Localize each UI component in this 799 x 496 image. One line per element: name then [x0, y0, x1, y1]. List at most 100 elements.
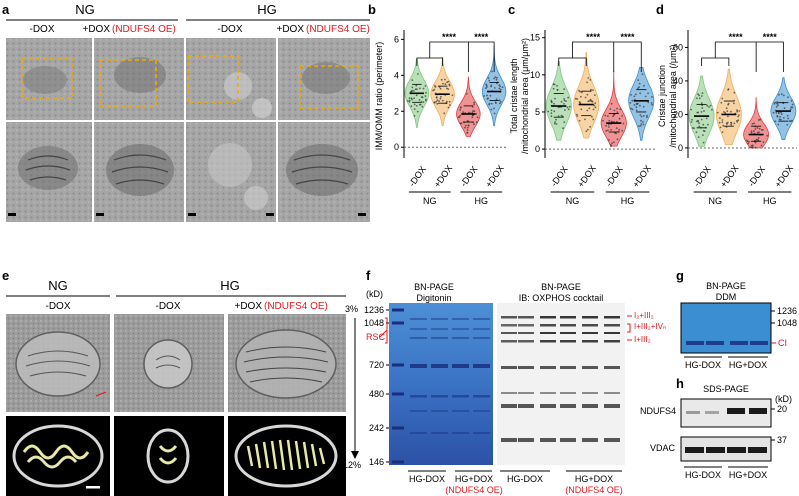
oe-tag-f2: (NDUFS4 OE) — [565, 485, 623, 495]
h-marker-1: 20 — [777, 404, 787, 414]
x-tick-label: -DOX — [458, 164, 479, 188]
violin-4 — [770, 77, 797, 141]
cond-label-3: +DOX — [234, 301, 262, 312]
render-ng-ndox — [6, 416, 110, 496]
significance-label: **** — [763, 32, 778, 42]
marker-label: 1048 — [364, 318, 384, 328]
x-tick-label: -DOX — [604, 164, 625, 188]
panel-letter-f: f — [366, 268, 371, 283]
y-tick-label: 15 — [530, 33, 540, 43]
panel-letter-a: a — [2, 2, 10, 17]
y-tick-label: 0 — [678, 143, 683, 153]
significance-bracket-1 — [416, 41, 469, 72]
y-axis-label: Total cristae length — [509, 58, 519, 133]
y-tick-label: 0 — [535, 144, 540, 154]
y-axis-label-2: /mitochondrial area (/μm²) — [668, 44, 678, 147]
x-tick-label: +DOX — [631, 163, 653, 189]
g-marker-2: 1048 — [777, 318, 797, 328]
significance-label: **** — [442, 32, 457, 42]
zoom-box-1 — [21, 57, 73, 99]
scale-bar — [266, 213, 274, 216]
oe-tag-f1: (NDUFS4 OE) — [445, 485, 503, 495]
panel-letter-g: g — [676, 268, 684, 283]
kd-unit: (kD) — [366, 289, 383, 299]
gel-right-title-2: IB: OXPHOS cocktail — [519, 293, 604, 303]
y-tick-label: 0 — [394, 142, 399, 152]
significance-bracket-1 — [558, 41, 615, 72]
group-label: NG — [709, 196, 723, 206]
y-tick-label: 5 — [535, 107, 540, 117]
violin-1 — [545, 61, 572, 141]
render-hg-pdox — [228, 416, 346, 496]
gel-right-title-1: BN-PAGE — [541, 282, 581, 292]
gel-markers: 1236 1048 720 480 242 146 — [364, 305, 389, 467]
panel-f: f BN-PAGE Digitonin BN-PAGE IB: OXPHOS c… — [343, 268, 666, 495]
group-label: HG — [475, 196, 489, 206]
violin-3 — [456, 76, 481, 137]
marker-label: 146 — [369, 457, 384, 467]
violin-3 — [743, 97, 769, 149]
panel-letter-b: b — [368, 2, 376, 17]
complex-label-3: I+III₂ — [634, 335, 651, 344]
panel-a: a NG HG -DOX +DOX (NDUFS4 OE) -DOX +DOX … — [2, 2, 370, 222]
row-label-vdac: VDAC — [650, 443, 676, 453]
coomassie-bands — [392, 308, 490, 464]
row-label-ndufs4: NDUFS4 — [640, 406, 676, 416]
y-tick-label: 60 — [673, 42, 683, 52]
cond-label-1: -DOX — [30, 24, 55, 35]
marker-label: 242 — [369, 423, 384, 433]
significance-label: **** — [620, 32, 635, 42]
ci-label: CI — [778, 338, 787, 348]
y-tick-label: 4 — [394, 70, 399, 80]
h-marker-2: 37 — [777, 435, 787, 445]
g-marker-1: 1236 — [777, 306, 797, 316]
oe-tag-a2: (NDUFS4 OE) — [306, 24, 370, 35]
gradient-arrow-head — [351, 451, 359, 459]
gel-g-title-1: BN-PAGE — [706, 281, 746, 291]
cond-label-2: -DOX — [156, 301, 181, 312]
violin-3 — [600, 70, 627, 147]
y-tick-label: 40 — [673, 76, 683, 86]
y-axis-label: IMM/OMM ratio (perimeter) — [374, 42, 384, 151]
violin-chart-c: c 0 5 10 15 Total cristae length/mitochondria… — [508, 2, 655, 206]
lane-label-3: HG-DOX — [507, 474, 543, 484]
x-tick-label: +DOX — [718, 163, 740, 189]
group-ng-label: NG — [75, 2, 95, 17]
group-hg-label: HG — [220, 278, 240, 293]
violin-2 — [430, 57, 455, 127]
cond-label-2: +DOX — [82, 24, 110, 35]
group-hg-label: HG — [257, 2, 277, 17]
immunoblot-bands — [501, 316, 620, 442]
violin-points-4 — [629, 73, 653, 127]
violin-points-1 — [690, 92, 713, 144]
y-tick-label: 6 — [394, 34, 399, 44]
violin-points-4 — [483, 70, 504, 115]
h-kd-unit: (kD) — [775, 394, 792, 404]
marker-label: 1236 — [364, 305, 384, 315]
scale-bar — [86, 486, 100, 489]
panel-h: h SDS-PAGE (kD) NDUFS4 VDAC 20 37 HG-DOX… — [640, 376, 792, 480]
significance-bracket-2 — [756, 41, 784, 72]
em-images-top — [6, 38, 370, 120]
violin-points-2 — [716, 88, 741, 134]
group-ng-label: NG — [48, 278, 68, 293]
zoom-box-3 — [187, 55, 239, 103]
gel-left-title-1: BN-PAGE — [414, 282, 454, 292]
complex-label-1: I₂+III₂ — [634, 311, 654, 320]
zoom-box-2 — [99, 59, 157, 107]
y-axis-label: Cristae junction — [657, 65, 667, 127]
gradient-bottom: 12% — [343, 460, 361, 470]
panel-e: e NG HG -DOX -DOX +DOX (NDUFS4 OE) — [2, 268, 346, 496]
oe-tag-e: (NDUFS4 OE) — [264, 301, 328, 312]
y-tick-label: 2 — [394, 106, 399, 116]
cond-label-4: +DOX — [276, 24, 304, 35]
x-tick-label: +DOX — [576, 163, 598, 189]
x-tick-label: -DOX — [549, 164, 570, 188]
gradient-top: 3% — [345, 304, 358, 314]
group-label: NG — [423, 196, 437, 206]
render-hg-ndox — [114, 416, 224, 496]
scale-bar — [8, 213, 16, 216]
x-tick-label: -DOX — [407, 164, 428, 188]
